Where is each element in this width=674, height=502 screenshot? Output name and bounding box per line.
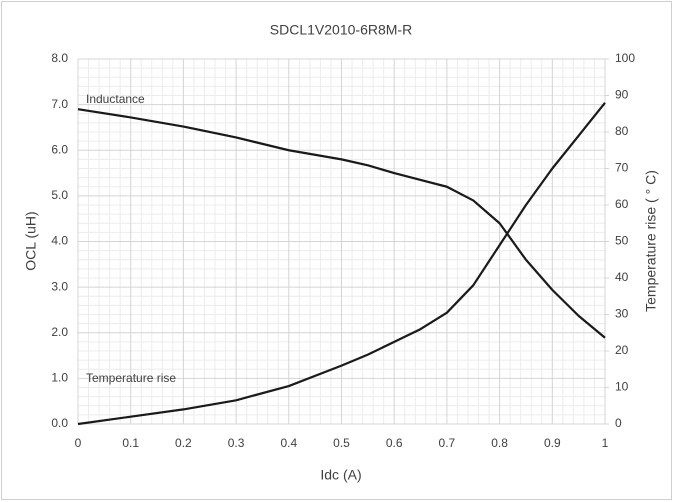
series-label: Temperature rise: [86, 371, 176, 385]
y-tick-label: 2.0: [51, 325, 68, 339]
line-series: [77, 102, 606, 426]
y2-tick-label: 70: [615, 161, 629, 175]
y2-tick-label: 30: [615, 307, 629, 321]
x-tick-label: 1: [602, 436, 609, 450]
x-tick-label: 0.7: [439, 436, 456, 450]
y2-tick-label: 10: [615, 380, 629, 394]
y-tick-label: 3.0: [51, 279, 68, 293]
y2-tick-label: 20: [615, 343, 629, 357]
y2-axis-title: Temperature rise ( ° C): [643, 170, 659, 312]
y2-tick-label: 60: [615, 197, 629, 211]
x-tick-label: 0.6: [386, 436, 403, 450]
x-tick-label: 0.9: [544, 436, 561, 450]
y2-tick-label: 0: [615, 416, 622, 430]
x-tick-label: 0.2: [175, 436, 192, 450]
x-axis-title: Idc (A): [320, 467, 361, 483]
x-tick-label: 0: [75, 436, 82, 450]
y2-tick-label: 100: [615, 51, 635, 65]
y2-tick-label: 90: [615, 88, 629, 102]
y-tick-label: 1.0: [51, 371, 68, 385]
x-tick-label: 0.1: [122, 436, 139, 450]
chart-title: SDCL1V2010-6R8M-R: [270, 22, 412, 38]
y2-tick-label: 50: [615, 234, 629, 248]
x-tick-label: 0.8: [491, 436, 508, 450]
y2-tick-label: 40: [615, 270, 629, 284]
y-tick-label: 0.0: [51, 416, 68, 430]
y-tick-label: 4.0: [51, 234, 68, 248]
y-tick-label: 6.0: [51, 142, 68, 156]
y-tick-label: 5.0: [51, 188, 68, 202]
series-label: Inductance: [86, 92, 145, 106]
y-tick-label: 8.0: [51, 51, 68, 65]
y-tick-label: 7.0: [51, 97, 68, 111]
y2-tick-label: 80: [615, 124, 629, 138]
line-series: [77, 108, 606, 339]
y-axis-title: OCL (uH): [23, 211, 39, 270]
x-tick-label: 0.4: [280, 436, 297, 450]
x-tick-label: 0.5: [333, 436, 350, 450]
x-tick-label: 0.3: [228, 436, 245, 450]
